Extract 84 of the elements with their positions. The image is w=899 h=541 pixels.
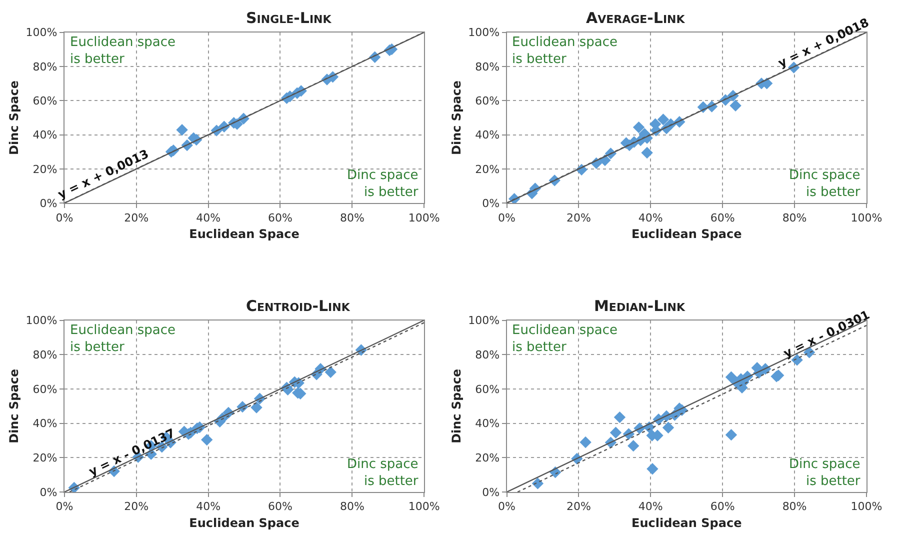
y-tick-label: 100%: [468, 26, 500, 40]
point: [580, 436, 592, 448]
y-tick-label: 20%: [475, 452, 500, 465]
y-tick-label: 60%: [475, 94, 500, 108]
x-axis-title: Euclidean Space: [632, 227, 742, 242]
point: [646, 462, 658, 475]
x-tick-label: 40%: [638, 500, 663, 514]
y-tick-label: 100%: [468, 314, 500, 328]
x-tick-label: 20%: [124, 500, 149, 514]
point: [614, 411, 626, 424]
point: [532, 478, 544, 490]
y-tick-label: 100%: [26, 26, 58, 40]
y-tick-label: 80%: [32, 348, 58, 362]
x-tick-label: 60%: [268, 211, 292, 224]
point: [657, 114, 670, 126]
y-tick-label: 0%: [40, 196, 58, 210]
y-tick-label: 0%: [482, 196, 500, 210]
point: [324, 366, 336, 378]
x-tick-label: 0%: [498, 500, 516, 514]
y-tick-label: 60%: [32, 94, 58, 108]
x-tick-label: 20%: [566, 211, 591, 224]
y-tick-label: 20%: [32, 162, 58, 176]
y-axis-title: Dinc Space: [449, 368, 464, 444]
y-tick-label: 0%: [482, 486, 500, 499]
chart-title: Median-Link: [594, 297, 686, 315]
x-tick-label: 60%: [268, 500, 292, 514]
point: [250, 402, 262, 414]
x-axis-title: Euclidean Space: [632, 516, 742, 530]
point: [725, 428, 738, 441]
annotation: Dinc space is better: [347, 457, 419, 489]
x-tick-label: 0%: [56, 211, 74, 224]
x-axis-title: Euclidean Space: [189, 516, 300, 530]
annotation: Euclidean space is better: [512, 323, 618, 355]
chart-title: Centroid-Link: [246, 297, 350, 315]
x-tick-label: 40%: [638, 211, 663, 224]
x-tick-label: 60%: [710, 211, 735, 224]
x-tick-label: 80%: [782, 211, 807, 224]
point: [730, 100, 742, 112]
y-tick-label: 80%: [475, 348, 500, 362]
y-tick-label: 80%: [32, 60, 58, 74]
x-tick-label: 40%: [196, 500, 221, 514]
x-tick-label: 80%: [782, 500, 807, 514]
y-tick-label: 60%: [475, 382, 500, 396]
y-axis-title: Dinc Space: [7, 80, 22, 155]
y-tick-label: 0%: [40, 486, 58, 499]
y-tick-label: 40%: [32, 128, 58, 142]
annotation: Dinc space is better: [347, 168, 419, 200]
y-axis-title: Dinc Space: [7, 368, 22, 444]
y-tick-label: 80%: [475, 60, 500, 74]
x-tick-label: 80%: [340, 500, 364, 514]
y-axis-title: Dinc Space: [449, 80, 464, 155]
annotation: Dinc space is better: [789, 457, 861, 489]
chart-title: Single-Link: [246, 9, 332, 27]
point: [628, 440, 640, 452]
point: [632, 121, 645, 134]
point: [176, 124, 188, 136]
x-tick-label: 20%: [566, 500, 591, 514]
annotation: Euclidean space is better: [70, 35, 176, 67]
y-tick-label: 40%: [475, 128, 500, 142]
point: [662, 422, 674, 434]
x-tick-label: 100%: [850, 211, 882, 224]
x-tick-label: 80%: [340, 211, 364, 224]
x-tick-label: 0%: [498, 211, 516, 224]
annotation: Euclidean space is better: [512, 35, 618, 67]
point: [201, 434, 213, 446]
y-tick-label: 60%: [32, 382, 58, 396]
y-tick-label: 40%: [475, 417, 500, 430]
point: [610, 426, 622, 438]
point: [641, 146, 653, 159]
x-tick-label: 0%: [56, 500, 74, 514]
chart-title: Average-Link: [586, 9, 686, 27]
y-tick-label: 20%: [475, 162, 500, 176]
x-tick-label: 100%: [850, 500, 882, 514]
y-tick-label: 100%: [26, 314, 58, 328]
annotation: Dinc space is better: [789, 168, 861, 200]
x-tick-label: 20%: [124, 211, 149, 224]
y-tick-label: 40%: [32, 417, 58, 430]
y-tick-label: 20%: [32, 452, 58, 465]
x-tick-label: 60%: [710, 500, 735, 514]
x-tick-label: 100%: [408, 211, 440, 224]
annotation: Euclidean space is better: [70, 323, 176, 355]
x-axis-title: Euclidean Space: [189, 227, 300, 242]
x-tick-label: 40%: [196, 211, 221, 224]
x-tick-label: 100%: [408, 500, 440, 514]
